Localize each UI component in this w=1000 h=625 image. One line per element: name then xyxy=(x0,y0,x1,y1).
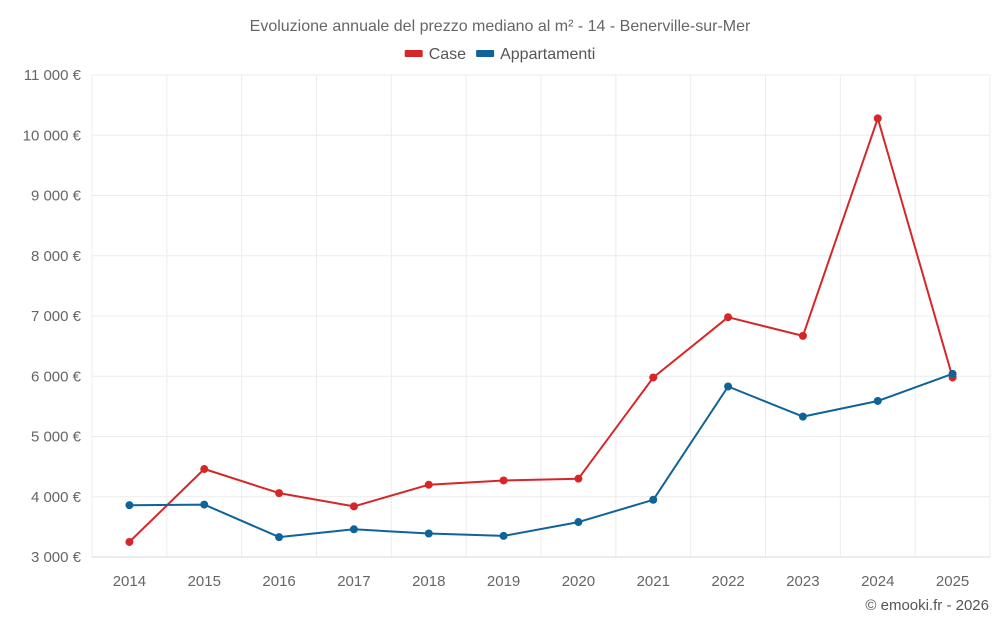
y-tick-label: 4 000 € xyxy=(31,489,82,506)
data-point-appartamenti[interactable] xyxy=(873,396,882,405)
series-appartamenti xyxy=(125,369,957,542)
x-tick-label: 2023 xyxy=(786,573,819,590)
x-tick-label: 2017 xyxy=(337,573,370,590)
x-tick-label: 2019 xyxy=(487,573,520,590)
x-axis: 2014 2015 2016 2017 2018 2019 2020 2021 2022 2023… xyxy=(113,573,970,590)
data-point-case[interactable] xyxy=(574,474,583,483)
x-tick-label: 2015 xyxy=(188,573,221,590)
y-axis: 3 000 € 4 000 € 5 000 € 6 000 € 7 000 € 8 000… xyxy=(23,67,82,566)
data-point-appartamenti[interactable] xyxy=(649,495,658,504)
y-tick-label: 9 000 € xyxy=(31,188,82,205)
data-point-case[interactable] xyxy=(275,489,284,498)
credit-text: © emooki.fr - 2026 xyxy=(865,597,989,614)
data-point-appartamenti[interactable] xyxy=(349,525,358,534)
data-point-case[interactable] xyxy=(649,373,658,382)
legend-label: Case xyxy=(429,46,466,63)
x-tick-label: 2014 xyxy=(113,573,146,590)
legend-swatch xyxy=(476,50,495,57)
data-point-appartamenti[interactable] xyxy=(275,533,284,542)
x-tick-label: 2018 xyxy=(412,573,445,590)
data-point-appartamenti[interactable] xyxy=(724,382,733,391)
data-point-case[interactable] xyxy=(125,537,134,546)
data-point-appartamenti[interactable] xyxy=(200,500,209,509)
series-line-appartamenti xyxy=(129,372,953,539)
x-tick-label: 2020 xyxy=(562,573,595,590)
data-point-appartamenti[interactable] xyxy=(424,529,433,538)
data-point-case[interactable] xyxy=(873,114,882,123)
data-point-appartamenti[interactable] xyxy=(125,501,134,510)
data-point-appartamenti[interactable] xyxy=(948,369,957,378)
y-tick-label: 8 000 € xyxy=(31,248,82,265)
data-point-case[interactable] xyxy=(798,331,807,340)
y-tick-label: 10 000 € xyxy=(23,127,82,144)
x-gridlines xyxy=(91,75,991,558)
data-point-appartamenti[interactable] xyxy=(499,531,508,540)
series-group xyxy=(125,114,957,546)
y-tick-label: 11 000 € xyxy=(24,67,82,84)
legend: Case Appartamenti xyxy=(404,46,595,63)
x-tick-label: 2025 xyxy=(936,573,969,590)
x-tick-label: 2024 xyxy=(861,573,894,590)
y-tick-label: 3 000 € xyxy=(31,549,82,566)
data-point-case[interactable] xyxy=(349,502,358,511)
chart-title: Evoluzione annuale del prezzo mediano al… xyxy=(250,18,751,35)
data-point-case[interactable] xyxy=(424,480,433,489)
data-point-case[interactable] xyxy=(724,313,733,322)
x-tick-label: 2022 xyxy=(711,573,744,590)
y-tick-label: 7 000 € xyxy=(31,308,82,325)
legend-item-case[interactable]: Case xyxy=(404,46,466,63)
y-tick-label: 6 000 € xyxy=(31,368,82,385)
legend-item-appartamenti[interactable]: Appartamenti xyxy=(476,46,595,63)
data-point-case[interactable] xyxy=(200,465,209,474)
series-line-case xyxy=(128,117,954,543)
legend-label: Appartamenti xyxy=(500,46,595,63)
data-point-appartamenti[interactable] xyxy=(798,412,807,421)
series-case xyxy=(125,114,957,546)
x-tick-label: 2016 xyxy=(262,573,295,590)
data-point-appartamenti[interactable] xyxy=(574,518,583,527)
x-tick-label: 2021 xyxy=(637,573,670,590)
legend-swatch xyxy=(404,50,423,57)
data-point-case[interactable] xyxy=(499,476,508,485)
y-tick-label: 5 000 € xyxy=(31,429,82,446)
